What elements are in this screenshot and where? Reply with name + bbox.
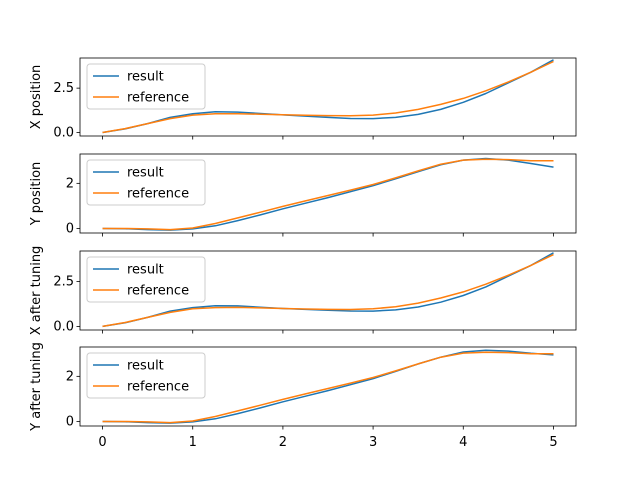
x-tick-label: 0	[98, 435, 106, 450]
y-tick-label: 0.0	[53, 319, 74, 334]
y-tick-label: 0	[66, 414, 74, 429]
y-tick-label: 0	[66, 221, 74, 236]
y-axis-label: Y position	[29, 162, 44, 227]
legend-label-result: result	[127, 359, 164, 374]
x-tick-label: 3	[369, 435, 377, 450]
y-axis-label: Y after tuning	[29, 342, 44, 432]
subplot-4: 0 2 Y after tuning result reference 0 1 2 3 4 5	[29, 342, 577, 450]
y-tick-label: 0.0	[53, 125, 74, 140]
y-tick-label: 2.5	[53, 81, 74, 96]
legend: result reference	[86, 256, 206, 303]
axes-frame	[79, 57, 577, 137]
y-tick-label: 2.5	[53, 275, 74, 290]
legend-label-reference: reference	[127, 380, 189, 395]
series-line-reference	[102, 351, 554, 424]
axes-frame	[79, 250, 577, 331]
legend-label-result: result	[127, 166, 164, 181]
series-line-reference	[102, 253, 554, 328]
legend: result reference	[86, 63, 206, 110]
x-tick-label: 2	[279, 435, 287, 450]
x-tick-label: 5	[549, 435, 557, 450]
series-line-reference	[102, 158, 554, 231]
x-tick-label: 1	[189, 435, 197, 450]
subplot-2: 0 2 Y position result reference	[29, 153, 577, 237]
axes-frame	[79, 346, 577, 427]
legend: result reference	[86, 352, 206, 399]
subplot-3: 0.0 2.5 X after tuning result reference	[29, 246, 577, 336]
y-tick-label: 2	[66, 369, 74, 384]
subplot-1: 0.0 2.5 X position result reference	[29, 57, 577, 140]
axes-frame	[79, 153, 577, 234]
y-axis-label: X position	[29, 65, 44, 130]
x-tick-label: 4	[459, 435, 467, 450]
legend-label-result: result	[127, 263, 164, 278]
y-axis-label: X after tuning	[29, 246, 44, 336]
legend: result reference	[86, 159, 206, 206]
legend-label-reference: reference	[127, 187, 189, 202]
legend-label-reference: reference	[127, 91, 189, 106]
series-line-result	[102, 252, 554, 328]
series-line-reference	[102, 60, 554, 134]
legend-label-result: result	[127, 70, 164, 85]
legend-label-reference: reference	[127, 284, 189, 299]
series-line-result	[102, 59, 554, 134]
y-tick-label: 2	[66, 176, 74, 191]
